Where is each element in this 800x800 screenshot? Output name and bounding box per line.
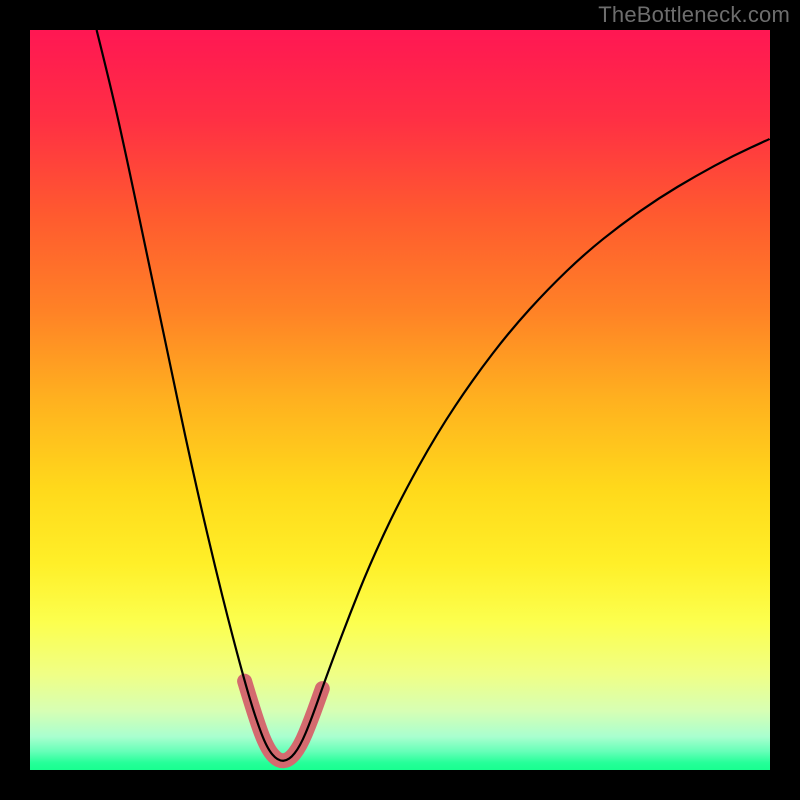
chart-frame: TheBottleneck.com — [0, 0, 800, 800]
bottleneck-curve — [97, 30, 770, 761]
plot-area — [30, 30, 770, 770]
watermark-text: TheBottleneck.com — [598, 2, 790, 28]
bottleneck-curve-layer — [30, 30, 770, 770]
